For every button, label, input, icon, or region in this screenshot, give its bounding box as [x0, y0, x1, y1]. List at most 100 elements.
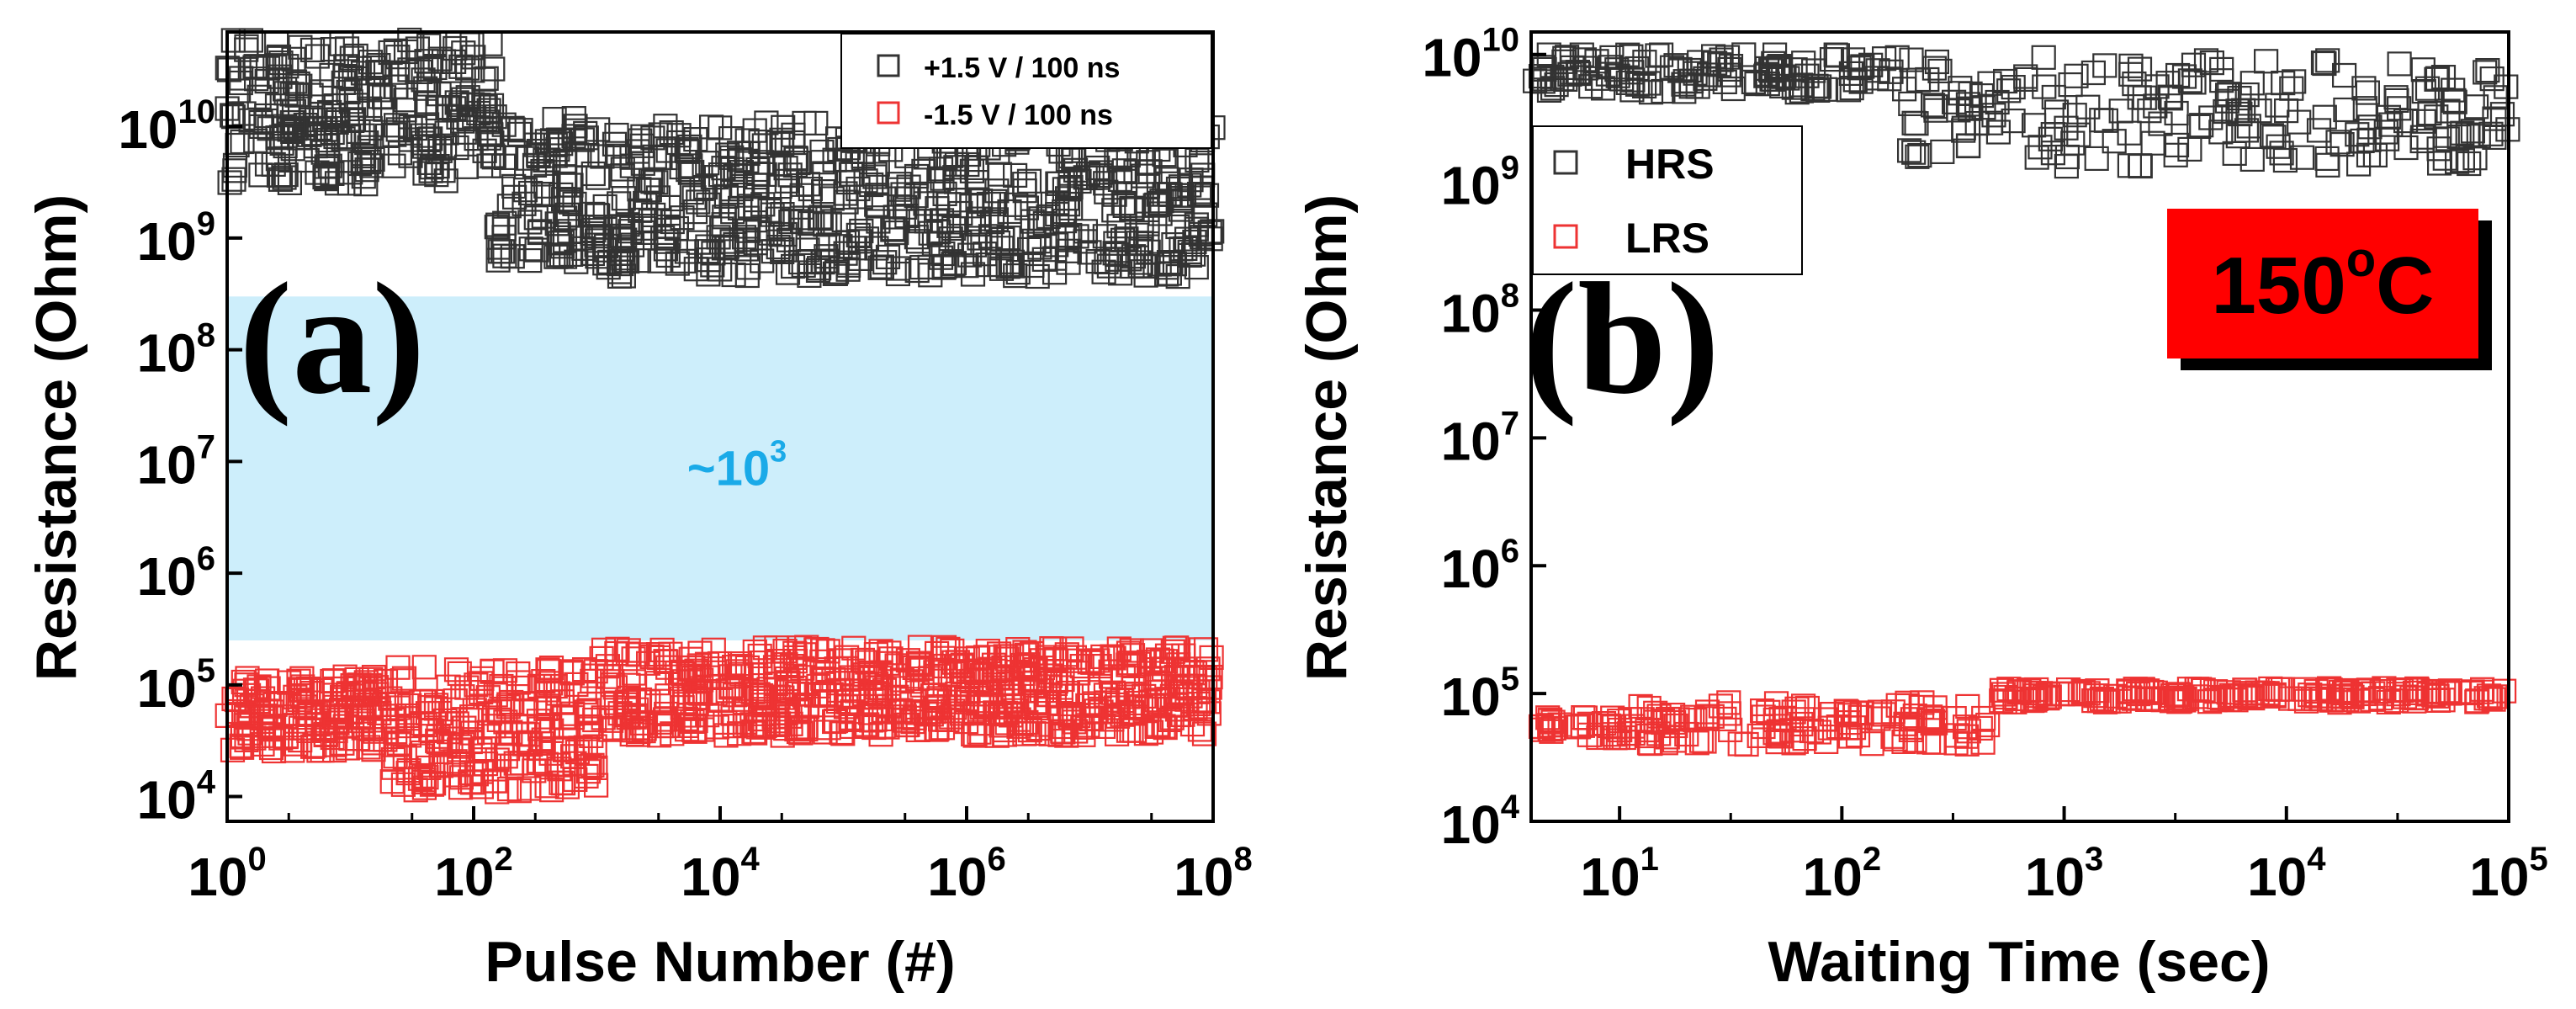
- data-point: [491, 112, 517, 137]
- data-point: [911, 158, 936, 183]
- data-point: [2002, 689, 2027, 714]
- data-point: [757, 220, 782, 246]
- data-point: [1591, 710, 1617, 736]
- data-point: [434, 120, 459, 146]
- data-point: [1864, 66, 1890, 91]
- data-point: [766, 712, 791, 738]
- data-point: [1750, 698, 1775, 724]
- data-point: [1625, 72, 1651, 97]
- y-tick-label: 109: [1441, 150, 1519, 216]
- data-point: [675, 138, 700, 163]
- data-point: [683, 708, 708, 734]
- data-point: [989, 226, 1015, 252]
- data-point: [1898, 717, 1923, 743]
- data-point: [2460, 679, 2485, 704]
- data-point: [1838, 61, 1863, 87]
- data-point: [549, 242, 575, 268]
- data-point: [2261, 683, 2287, 709]
- data-point: [938, 232, 963, 258]
- data-point: [1762, 720, 1788, 746]
- data-point: [779, 185, 805, 211]
- data-point: [766, 648, 792, 674]
- data-point: [395, 706, 421, 731]
- data-point: [358, 96, 383, 121]
- data-point: [2310, 50, 2336, 76]
- data-point: [905, 717, 930, 743]
- data-point: [2254, 49, 2279, 74]
- data-point: [625, 642, 650, 667]
- data-point: [468, 737, 493, 762]
- data-point: [1746, 723, 1772, 749]
- data-point: [745, 714, 771, 740]
- data-point: [867, 255, 893, 280]
- data-point: [1630, 707, 1655, 732]
- data-point: [953, 709, 979, 735]
- data-point: [2225, 124, 2250, 149]
- data-point: [1032, 211, 1057, 236]
- data-point: [1805, 77, 1831, 104]
- data-point: [2054, 115, 2079, 141]
- data-point: [1027, 214, 1052, 239]
- data-point: [817, 211, 842, 236]
- data-point: [1687, 50, 1712, 75]
- data-point: [999, 644, 1025, 669]
- data-point: [2338, 682, 2363, 709]
- data-point: [443, 762, 469, 788]
- data-point: [534, 773, 559, 799]
- data-point: [2209, 686, 2235, 711]
- data-point: [485, 235, 511, 260]
- data-point: [433, 168, 458, 194]
- data-point: [322, 704, 347, 730]
- x-axis-label-a: Pulse Number (#): [485, 930, 955, 994]
- data-point: [683, 661, 708, 686]
- data-point: [268, 64, 293, 89]
- data-point: [969, 667, 994, 693]
- data-point: [1646, 704, 1672, 729]
- panel-a: 100 102 104 106 108 104 105 106 107 108 109 1010 ~1…: [24, 27, 1253, 994]
- data-point: [2357, 114, 2383, 140]
- data-point: [2027, 135, 2053, 160]
- data-point: [347, 56, 372, 81]
- data-point: [630, 124, 655, 149]
- data-point: [564, 672, 589, 698]
- data-point: [798, 177, 824, 202]
- temperature-unit: C: [2376, 241, 2434, 331]
- data-point: [987, 701, 1012, 726]
- x-tick-label: 103: [2025, 841, 2103, 907]
- data-point: [2128, 153, 2153, 178]
- data-point: [1953, 714, 1978, 740]
- data-point: [721, 654, 747, 680]
- data-point: [859, 664, 884, 689]
- data-point: [366, 52, 391, 78]
- data-point: [2430, 688, 2456, 713]
- data-point: [493, 145, 519, 170]
- data-point: [1599, 45, 1625, 71]
- data-point: [891, 698, 917, 725]
- data-point: [949, 654, 974, 679]
- data-point: [1569, 42, 1594, 67]
- data-point: [257, 691, 282, 716]
- data-point: [2040, 122, 2065, 147]
- data-point: [2209, 68, 2234, 93]
- data-point: [506, 670, 531, 695]
- data-point: [485, 779, 510, 805]
- data-point: [416, 72, 442, 97]
- data-point: [1801, 58, 1826, 83]
- data-point: [713, 723, 739, 748]
- data-point: [1615, 70, 1640, 96]
- data-point: [382, 60, 407, 85]
- data-point: [416, 33, 442, 58]
- data-point: [220, 737, 246, 762]
- data-point: [2181, 52, 2207, 77]
- data-point: [455, 85, 480, 110]
- data-point: [871, 714, 896, 739]
- data-point: [557, 173, 582, 198]
- data-point: [2075, 681, 2101, 706]
- data-point: [380, 755, 406, 780]
- data-point: [268, 167, 294, 192]
- data-point: [1544, 72, 1569, 98]
- data-point: [766, 684, 791, 709]
- data-point: [683, 679, 709, 704]
- data-point: [2362, 142, 2388, 167]
- data-point: [748, 130, 773, 155]
